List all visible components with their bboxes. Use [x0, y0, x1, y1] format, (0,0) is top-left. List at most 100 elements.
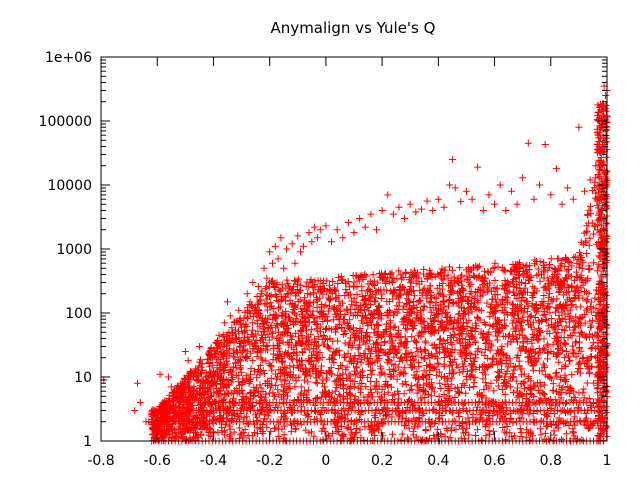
cloud-point — [553, 270, 561, 278]
cloud-point — [524, 302, 532, 310]
cloud-point — [421, 328, 429, 336]
cloud-point — [583, 306, 591, 314]
cloud-point — [584, 211, 592, 219]
cloud-point — [552, 370, 560, 378]
cloud-point — [585, 262, 593, 270]
cloud-point — [552, 369, 560, 377]
cloud-point — [329, 316, 337, 324]
cloud-point — [517, 322, 525, 330]
cloud-point — [415, 358, 423, 366]
cloud-point — [589, 338, 597, 346]
cloud-point — [368, 366, 376, 374]
cloud-point — [517, 432, 525, 440]
cloud-point — [400, 390, 408, 398]
cloud-point — [435, 290, 443, 298]
cloud-point — [407, 279, 415, 287]
cloud-point — [506, 359, 514, 367]
data-point — [412, 208, 420, 216]
cloud-point — [312, 378, 320, 386]
data-point — [344, 218, 352, 226]
cloud-point — [572, 337, 580, 345]
cloud-point — [310, 282, 318, 290]
cloud-point — [242, 372, 250, 380]
cloud-point — [586, 234, 594, 242]
cloud-point — [479, 334, 487, 342]
cloud-point — [544, 300, 552, 308]
cloud-point — [433, 284, 441, 292]
cloud-point — [325, 432, 333, 440]
cloud-point — [268, 366, 276, 374]
cloud-point — [565, 357, 573, 365]
cloud-point — [206, 424, 214, 432]
cloud-point — [587, 308, 595, 316]
cloud-point — [427, 308, 435, 316]
cloud-point — [330, 359, 338, 367]
cloud-point — [541, 429, 549, 437]
cloud-point — [436, 379, 444, 387]
cloud-point — [329, 277, 337, 285]
cloud-point — [535, 344, 543, 352]
cloud-point — [367, 378, 375, 386]
cloud-point — [494, 336, 502, 344]
edge-band-point — [593, 267, 601, 275]
data-point — [249, 278, 257, 286]
cloud-point — [362, 383, 370, 391]
cloud-point — [526, 389, 534, 397]
cloud-point — [547, 255, 555, 263]
cloud-point — [460, 286, 468, 294]
cloud-point — [525, 410, 533, 418]
cloud-point — [539, 360, 547, 368]
data-point — [328, 238, 336, 246]
data-point — [541, 140, 549, 148]
cloud-point — [558, 436, 566, 444]
cloud-point — [283, 276, 291, 284]
cloud-point — [292, 329, 300, 337]
cloud-point — [421, 337, 429, 345]
cloud-point — [297, 383, 305, 391]
data-point — [266, 248, 274, 256]
data-point — [384, 191, 392, 199]
data-point — [485, 191, 493, 199]
cloud-point — [490, 427, 498, 435]
cloud-point — [405, 291, 413, 299]
cloud-point — [313, 379, 321, 387]
cloud-point — [481, 267, 489, 275]
cloud-point — [437, 385, 445, 393]
data-point — [406, 200, 414, 208]
cloud-point — [387, 332, 395, 340]
cloud-point — [375, 331, 383, 339]
data-point — [491, 200, 499, 208]
cloud-point — [264, 346, 272, 354]
data-point — [283, 245, 291, 253]
cloud-point — [302, 411, 310, 419]
cloud-point — [304, 378, 312, 386]
cloud-point — [269, 350, 277, 358]
data-point — [167, 383, 175, 391]
data-point — [271, 242, 279, 250]
cloud-point — [214, 428, 222, 436]
cloud-point — [426, 298, 434, 306]
data-point — [260, 264, 268, 272]
data-point — [389, 210, 397, 218]
cloud-point — [459, 380, 467, 388]
cloud-point — [411, 292, 419, 300]
cloud-point — [494, 373, 502, 381]
cloud-point — [452, 425, 460, 433]
cloud-point — [548, 272, 556, 280]
cloud-point — [303, 307, 311, 315]
data-point — [507, 187, 515, 195]
cloud-point — [412, 337, 420, 345]
data-point — [564, 184, 572, 192]
cloud-point — [446, 434, 454, 442]
cloud-point — [471, 295, 479, 303]
chart-title: Anymalign vs Yule's Q — [271, 19, 436, 37]
cloud-point — [587, 210, 595, 218]
data-point — [215, 331, 223, 339]
cloud-point — [499, 300, 507, 308]
cloud-point — [536, 277, 544, 285]
cloud-point — [399, 305, 407, 313]
data-point — [235, 306, 243, 314]
cloud-point — [456, 264, 464, 272]
cloud-point — [450, 370, 458, 378]
cloud-point — [578, 436, 586, 444]
